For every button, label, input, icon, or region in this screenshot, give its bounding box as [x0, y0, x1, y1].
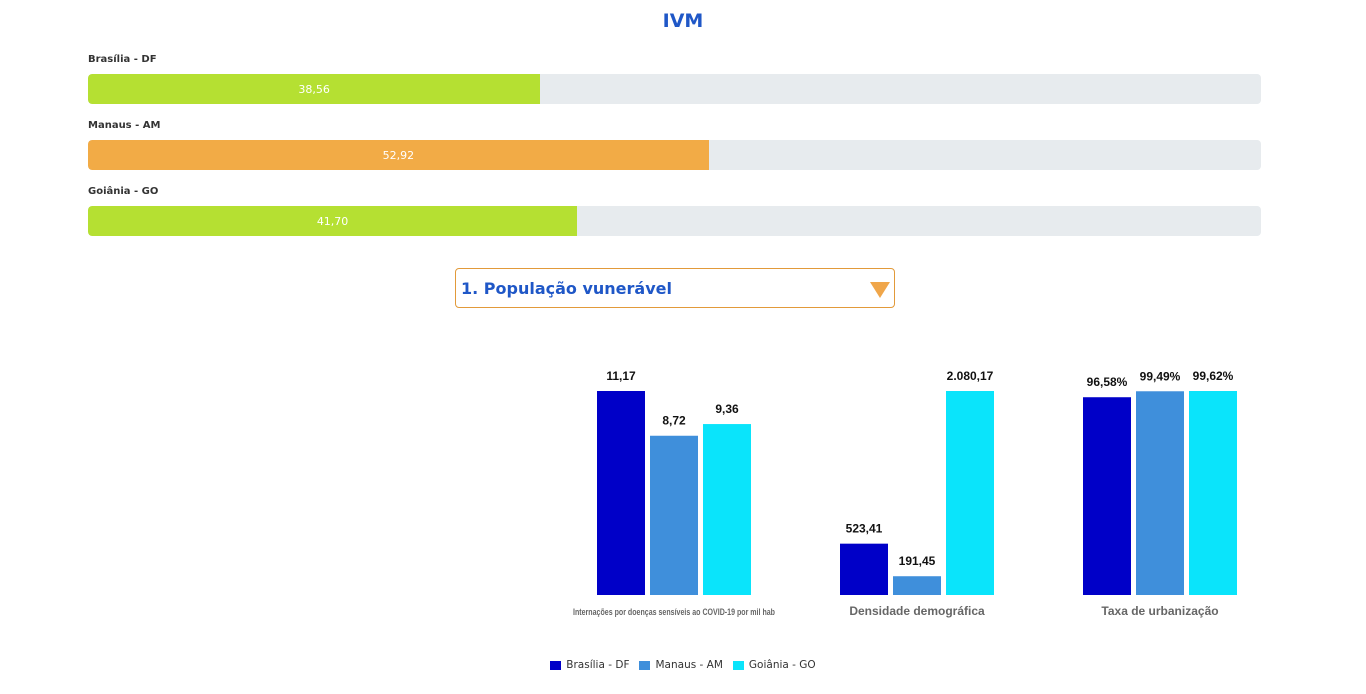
- legend-item: Brasília - DF: [550, 659, 629, 671]
- legend-label: Manaus - AM: [655, 659, 723, 671]
- legend-item: Goiânia - GO: [732, 659, 816, 671]
- chart-bar: [597, 391, 645, 595]
- chart-bar: [946, 391, 994, 595]
- bar-value-label: 11,17: [606, 369, 636, 383]
- category-dropdown[interactable]: 1. População vunerável: [455, 268, 895, 308]
- ivm-row: Manaus - AM 52,92: [88, 118, 1261, 170]
- category-label: Densidade demográfica: [849, 604, 985, 618]
- ivm-bar-fill: 52,92: [88, 140, 709, 170]
- category-label: Internações por doenças sensíveis ao COV…: [573, 607, 775, 618]
- ivm-city-label: Brasília - DF: [88, 54, 157, 65]
- bar-value-label: 96,58%: [1087, 375, 1128, 389]
- chart-legend: Brasília - DF Manaus - AM Goiânia - GO: [0, 659, 1366, 671]
- ivm-bar-fill: 38,56: [88, 74, 541, 104]
- chart-bar: [840, 543, 888, 595]
- bar-value-label: 99,49%: [1140, 369, 1181, 383]
- legend-swatch: [639, 660, 651, 670]
- ivm-bar-fill: 41,70: [88, 206, 578, 236]
- legend-label: Brasília - DF: [566, 659, 630, 671]
- ivm-row: Goiânia - GO 41,70: [88, 184, 1261, 236]
- ivm-bar-track: 38,56: [88, 74, 1261, 104]
- ivm-bar-track: 52,92: [88, 140, 1261, 170]
- bar-value-label: 191,45: [899, 554, 936, 568]
- bar-value-label: 2.080,17: [947, 369, 994, 383]
- chart-bar: [1189, 391, 1237, 595]
- bar-value-label: 9,36: [715, 402, 739, 416]
- ivm-city-label: Goiânia - GO: [88, 186, 159, 197]
- legend-label: Goiânia - GO: [748, 659, 816, 671]
- legend-item: Manaus - AM: [639, 659, 723, 671]
- chevron-down-icon[interactable]: [870, 282, 890, 298]
- bar-value-label: 523,41: [846, 522, 883, 536]
- bar-value-label: 99,62%: [1193, 369, 1234, 383]
- bar-value-label: 8,72: [662, 414, 686, 428]
- ivm-city-label: Manaus - AM: [88, 120, 161, 131]
- legend-swatch: [550, 660, 562, 670]
- ivm-bar-track: 41,70: [88, 206, 1261, 236]
- category-label: Taxa de urbanização: [1101, 604, 1218, 618]
- chart-bar: [893, 576, 941, 595]
- page-title: IVM: [662, 10, 704, 32]
- chart-bar: [1136, 391, 1184, 595]
- chart-bar: [703, 424, 751, 595]
- chart-bar: [650, 435, 698, 595]
- chart-bar: [1083, 397, 1131, 595]
- dropdown-selected-label: 1. População vunerável: [461, 278, 672, 298]
- legend-swatch: [732, 660, 744, 670]
- ivm-row: Brasília - DF 38,56: [88, 52, 1261, 104]
